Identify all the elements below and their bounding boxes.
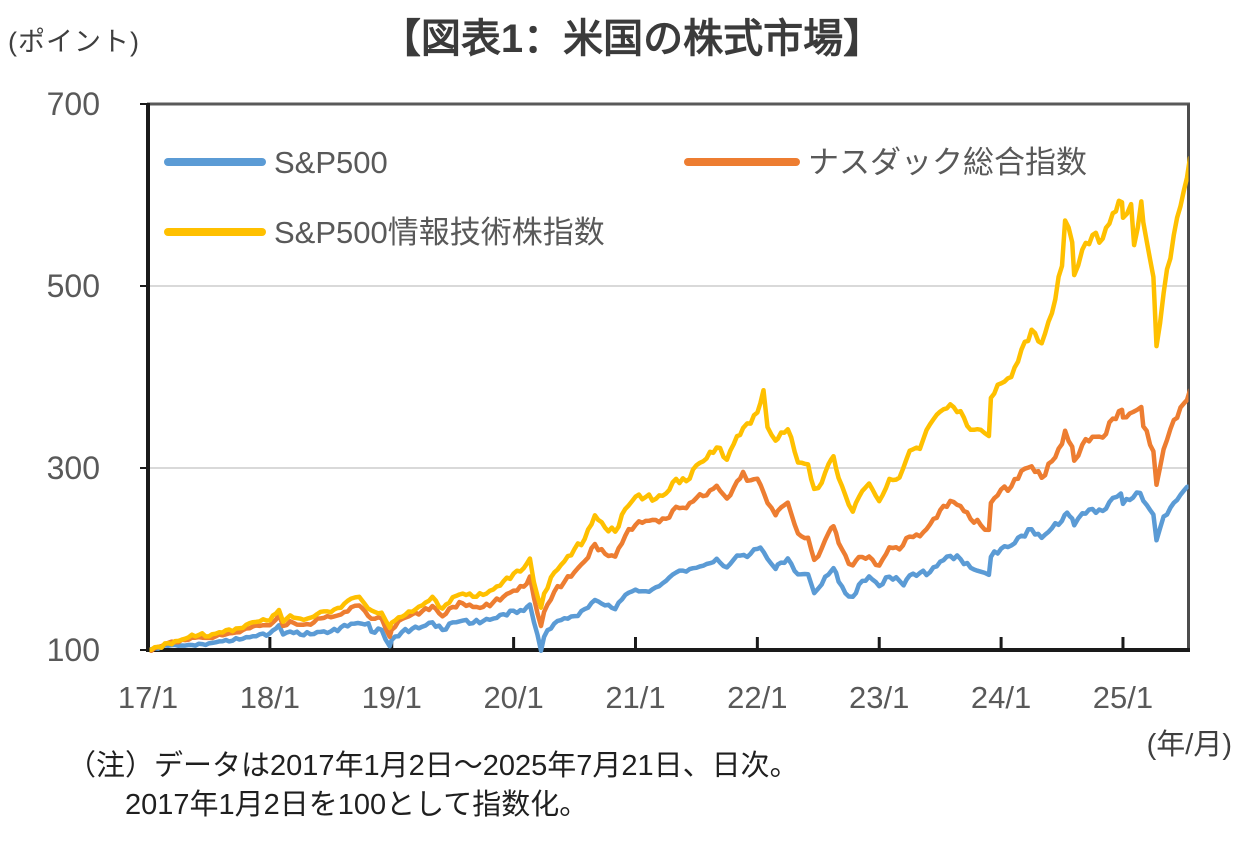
- line-chart: 100 300 500 700 17/1 18/1 19/1 20/1 21/1 22/1 23/1…: [47, 86, 1232, 760]
- x-tick-label-18/1: 18/1: [240, 680, 300, 715]
- legend-label-1: ナスダック総合指数: [808, 145, 1087, 180]
- y-tick-label-100: 100: [47, 632, 100, 668]
- x-tick-label-25/1: 25/1: [1093, 680, 1153, 715]
- legend-label-2: S&P500情報技術株指数: [274, 215, 605, 250]
- y-axis-unit-label: (ポイント): [8, 27, 140, 57]
- series-line-1: [149, 388, 1189, 654]
- footnote-line-2: 2017年1月2日を100として指数化。: [125, 789, 589, 821]
- x-tick-label-23/1: 23/1: [849, 680, 909, 715]
- x-tick-label-21/1: 21/1: [605, 680, 665, 715]
- x-tick-label-22/1: 22/1: [727, 680, 787, 715]
- legend-label-0: S&P500: [274, 145, 388, 180]
- x-tick-label-24/1: 24/1: [971, 680, 1031, 715]
- x-axis-unit-label: (年/月): [1147, 728, 1232, 760]
- footnote-line-1: （注）データは2017年1月2日～2025年7月21日、日次。: [67, 750, 799, 782]
- y-tick-label-300: 300: [47, 450, 100, 486]
- x-tick-label-17/1: 17/1: [118, 680, 178, 715]
- series-group: [149, 156, 1189, 654]
- series-line-2: [149, 156, 1189, 653]
- footnote: （注）データは2017年1月2日～2025年7月21日、日次。 2017年1月2…: [67, 747, 799, 825]
- y-tick-label-700: 700: [47, 86, 100, 122]
- y-tick-label-500: 500: [47, 268, 100, 304]
- x-tick-label-19/1: 19/1: [362, 680, 422, 715]
- chart-title: 【図表1：米国の株式市場】: [380, 17, 884, 61]
- x-tick-label-20/1: 20/1: [483, 680, 543, 715]
- series-line-0: [149, 484, 1189, 653]
